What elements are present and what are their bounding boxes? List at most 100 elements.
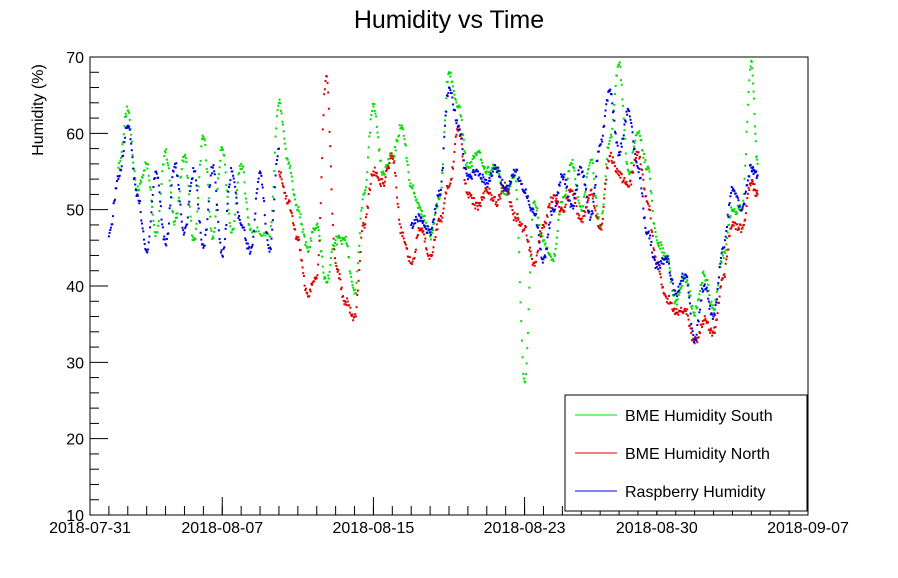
data-point [169,196,172,199]
data-point [370,173,373,176]
data-point [167,167,170,170]
data-point [172,170,175,173]
data-point [234,213,237,216]
data-point [201,243,204,246]
data-point [274,135,277,138]
data-point [359,251,362,254]
data-point [706,290,709,293]
data-point [576,184,579,187]
data-point [448,184,451,187]
data-point [291,215,294,218]
data-point [249,227,252,230]
data-point [571,189,574,192]
data-point [151,213,154,216]
data-point [582,215,585,218]
data-point [381,178,384,181]
data-point [589,218,592,221]
data-point [431,254,434,257]
data-point [688,294,691,297]
data-point [163,238,166,241]
data-point [183,231,186,234]
data-point [198,176,201,179]
data-point [520,339,523,342]
data-point [733,208,736,211]
data-point [443,131,446,134]
data-point [580,208,583,211]
data-point [521,230,524,233]
x-tick-label: 2018-07-31 [49,520,131,537]
data-point [753,183,756,186]
data-point [628,173,631,176]
data-point [329,145,332,148]
data-point [601,134,604,137]
data-point [295,235,298,238]
data-point [271,209,274,212]
data-point [711,313,714,316]
data-point [267,247,270,250]
data-point [701,271,704,274]
data-point [722,257,725,260]
data-point [161,170,164,173]
data-point [394,174,397,177]
data-point [740,231,743,234]
data-point [736,195,739,198]
data-point [508,192,511,195]
data-point [489,179,492,182]
data-point [180,168,183,171]
data-point [755,195,758,198]
data-point [728,203,731,206]
data-point [586,201,589,204]
data-point [678,293,681,296]
data-point [232,227,235,230]
data-point [539,232,542,235]
data-point [283,137,286,140]
data-point [221,148,224,151]
data-point [317,254,320,257]
data-point [248,228,251,231]
data-point [107,235,110,238]
data-point [122,150,125,153]
data-point [634,159,637,162]
data-point [356,289,359,292]
data-point [154,235,157,238]
data-point [211,166,214,169]
data-point [614,93,617,96]
data-point [604,109,607,112]
data-point [499,182,502,185]
data-point [617,154,620,157]
data-point [353,315,356,318]
data-point [225,189,228,192]
x-tick-label: 2018-08-07 [181,520,263,537]
data-point [111,215,114,218]
data-point [346,243,349,246]
data-point [652,256,655,259]
data-point [224,227,227,230]
data-point [438,220,441,223]
data-point [545,214,548,217]
data-point [638,130,641,133]
data-point [365,178,368,181]
data-point [418,206,421,209]
data-point [721,277,724,280]
data-point [698,330,701,333]
data-point [131,154,134,157]
data-point [270,237,273,240]
data-point [313,227,316,230]
data-point [350,280,353,283]
x-tick-label: 2018-08-30 [616,520,698,537]
data-point [260,234,263,237]
data-point [751,180,754,183]
data-point [710,300,713,303]
data-point [247,222,250,225]
data-point [520,320,523,323]
data-point [605,103,608,106]
data-point [620,83,623,86]
data-point [736,212,739,215]
data-point [667,260,670,263]
data-point [176,175,179,178]
data-point [601,140,604,143]
data-point [584,188,587,191]
chart-title: Humidity vs Time [354,6,544,34]
data-point [358,269,361,272]
data-point [563,210,566,213]
